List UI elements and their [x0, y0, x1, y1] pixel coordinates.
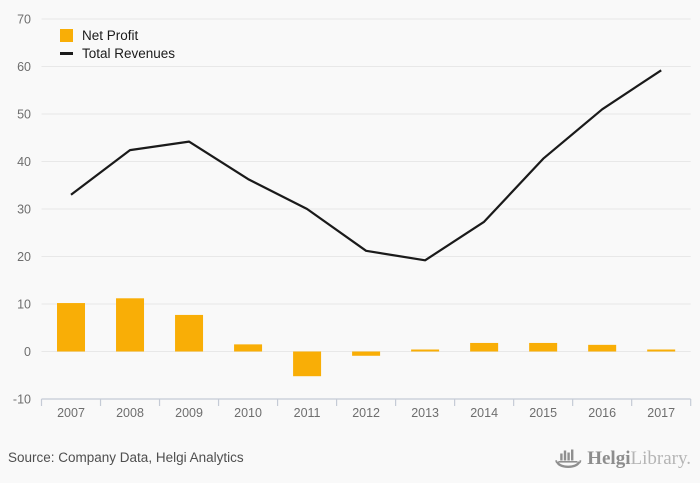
net-profit-bar-2013	[411, 349, 440, 352]
logo-text-helgi: Helgi	[587, 448, 631, 469]
y-axis-label: 30	[17, 203, 31, 217]
x-axis-label: 2011	[294, 406, 321, 420]
total-revenues-line	[70, 69, 662, 262]
net-profit-bar-2017	[647, 349, 676, 352]
x-axis-label: 2009	[175, 406, 203, 420]
x-axis-label: 2015	[529, 406, 557, 420]
y-axis-label: 60	[17, 60, 31, 74]
net-profit-bar-2008	[116, 298, 145, 352]
net-profit-swatch-icon	[60, 28, 73, 42]
legend-label-net-profit: Net Profit	[82, 27, 139, 43]
legend-item-net-profit: Net Profit	[60, 26, 175, 44]
net-profit-bar-2015	[529, 342, 558, 352]
legend: Net Profit Total Revenues	[60, 26, 175, 62]
net-profit-bar-2016	[588, 344, 617, 352]
net-profit-bar-2007	[57, 303, 86, 352]
footer: Source: Company Data, Helgi Analytics He…	[0, 430, 700, 483]
y-axis-label: -10	[13, 393, 31, 407]
legend-item-total-revenues: Total Revenues	[60, 44, 175, 62]
logo-text: HelgiLibrary.	[587, 448, 691, 470]
net-profit-bar-2010	[234, 344, 263, 352]
x-axis-label: 2010	[234, 406, 262, 420]
y-axis-label: 50	[17, 108, 31, 122]
helgi-library-logo[interactable]: HelgiLibrary.	[555, 447, 691, 471]
net-profit-bar-2009	[175, 314, 204, 352]
x-axis-label: 2017	[647, 406, 675, 420]
net-profit-bar-2014	[470, 342, 499, 352]
x-axis-label: 2008	[116, 406, 144, 420]
net-profit-bar-2012	[352, 351, 381, 356]
viking-ship-bar-chart-icon	[555, 449, 582, 468]
x-axis-label: 2007	[57, 406, 85, 420]
y-axis-label: 40	[17, 155, 31, 169]
y-axis-label: 0	[24, 345, 31, 359]
net-profit-bar-2011	[293, 351, 322, 377]
source-note: Source: Company Data, Helgi Analytics	[8, 450, 244, 465]
logo-text-library: Library.	[630, 448, 692, 469]
x-axis-label: 2016	[588, 406, 616, 420]
y-axis-label: 70	[17, 13, 31, 27]
net-profit-revenues-chart: 70 60 50 40 30 20 10 0 -10 2007 2008 2009 2010 2011 20…	[13, 13, 692, 420]
x-axis-label: 2013	[411, 406, 439, 420]
total-revenues-swatch-icon	[60, 51, 73, 55]
x-axis-label: 2014	[470, 406, 498, 420]
x-axis-label: 2012	[352, 406, 380, 420]
y-axis-label: 10	[17, 298, 31, 312]
y-axis-label: 20	[17, 250, 31, 264]
legend-label-total-revenues: Total Revenues	[82, 45, 176, 61]
